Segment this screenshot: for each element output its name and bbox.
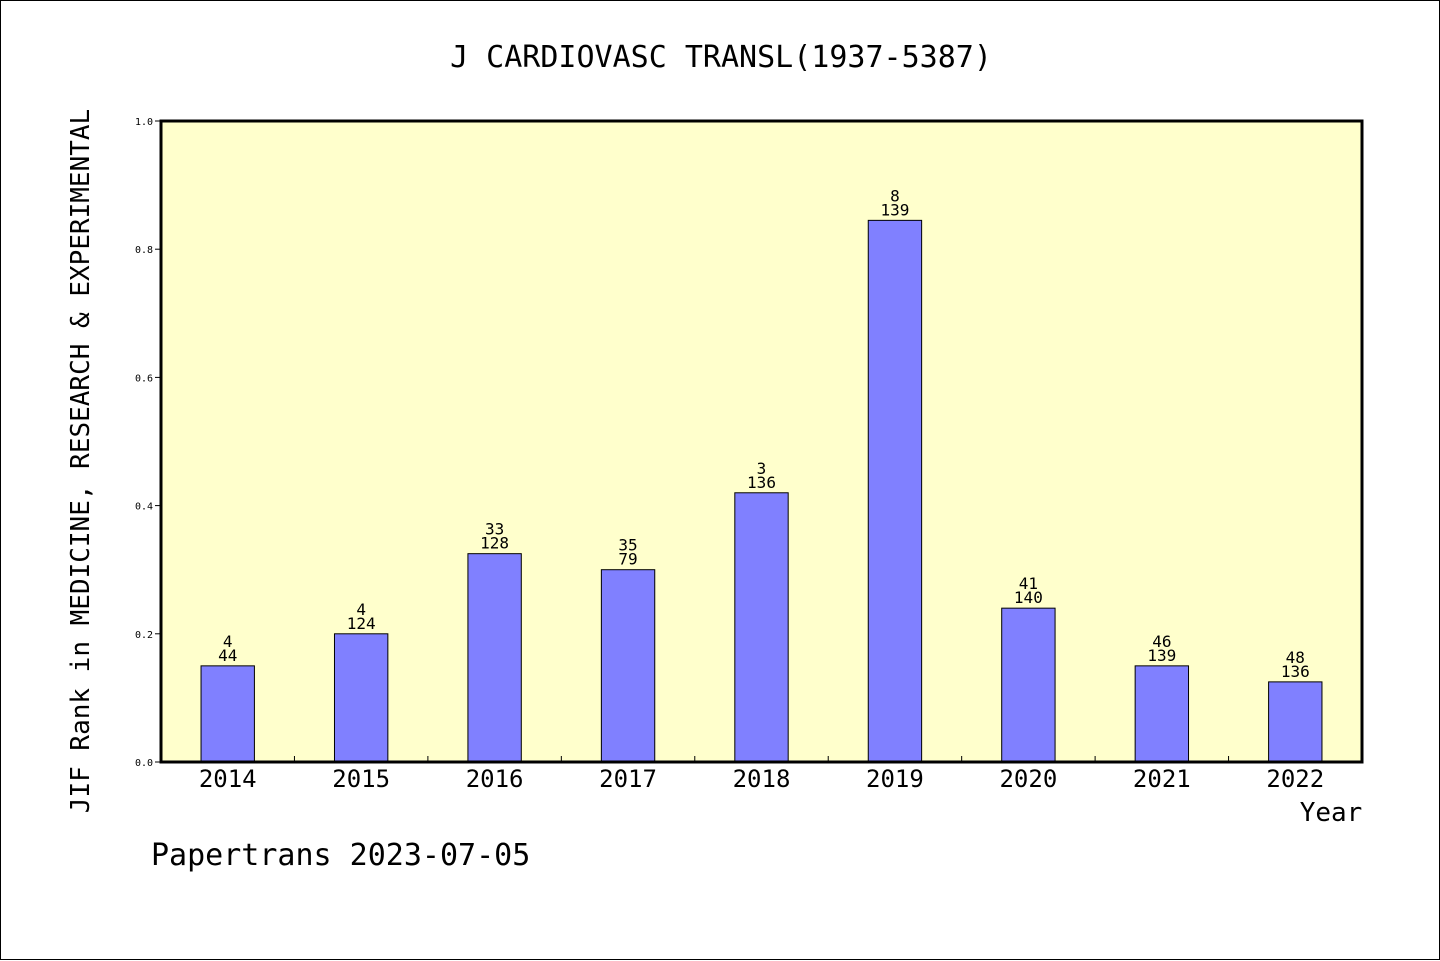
chart-title: J CARDIOVASC TRANSL(1937-5387) <box>450 40 992 75</box>
x-tick-label: 2021 <box>1133 765 1191 793</box>
x-tick-label: 2014 <box>199 765 257 793</box>
x-tick-label: 2015 <box>332 765 390 793</box>
bar-rank-label: 48 <box>1286 648 1305 667</box>
x-tick-label: 2022 <box>1266 765 1324 793</box>
x-tick-label: 2019 <box>866 765 924 793</box>
x-axis: 2014 2015 2016 2017 2018 2019 2020 2021 2022 <box>199 756 1324 793</box>
x-tick-label: 2020 <box>999 765 1057 793</box>
y-axis-title: JIF Rank in MEDICINE, RESEARCH & EXPERIM… <box>66 109 96 813</box>
bar-2019 <box>867 219 923 763</box>
y-tick-label: 0.8 <box>135 245 153 256</box>
bar-total-label: 44 <box>218 646 237 665</box>
x-tick-label: 2017 <box>599 765 657 793</box>
x-axis-title: Year <box>1300 798 1363 828</box>
bar-total-label: 79 <box>618 550 637 569</box>
bar-2017 <box>600 569 656 763</box>
bar-rank-label: 33 <box>485 520 504 539</box>
footer-stamp: Papertrans 2023-07-05 <box>151 838 530 873</box>
bar-2016 <box>467 553 522 763</box>
bar-total-label: 139 <box>880 200 909 219</box>
bar-total-label: 136 <box>1281 662 1310 681</box>
bar-2015 <box>333 633 389 763</box>
bar-total-label: 136 <box>747 473 776 492</box>
bar-total-label: 128 <box>480 534 509 553</box>
y-tick-label: 1.0 <box>135 117 153 128</box>
bar-rank-label: 46 <box>1152 632 1171 651</box>
bar-rank-label: 4 <box>223 632 233 651</box>
y-tick-label: 0.0 <box>135 758 153 769</box>
bar-2021 <box>1134 665 1190 763</box>
bar-2020 <box>1001 607 1056 763</box>
bar-rank-label: 35 <box>618 536 637 555</box>
bar-total-label: 140 <box>1014 588 1043 607</box>
bar-rank-label: 4 <box>356 600 366 619</box>
y-tick-label: 0.6 <box>135 373 153 384</box>
bar-rank-label: 3 <box>757 459 767 478</box>
bar-rank-label: 8 <box>890 186 900 205</box>
bar-total-label: 124 <box>347 614 376 633</box>
x-tick-label: 2016 <box>466 765 524 793</box>
y-tick-label: 0.2 <box>135 630 153 641</box>
bar-rank-label: 41 <box>1019 574 1038 593</box>
x-tick-label: 2018 <box>733 765 791 793</box>
bar-total-label: 139 <box>1147 646 1176 665</box>
bar-2018 <box>734 492 789 763</box>
bar-2022 <box>1268 681 1323 763</box>
bar-2014 <box>200 665 255 763</box>
y-tick-label: 0.4 <box>135 502 153 513</box>
plot-border <box>159 119 1364 764</box>
y-axis: 0.0 0.2 0.4 0.6 0.8 1.0 <box>135 117 161 769</box>
